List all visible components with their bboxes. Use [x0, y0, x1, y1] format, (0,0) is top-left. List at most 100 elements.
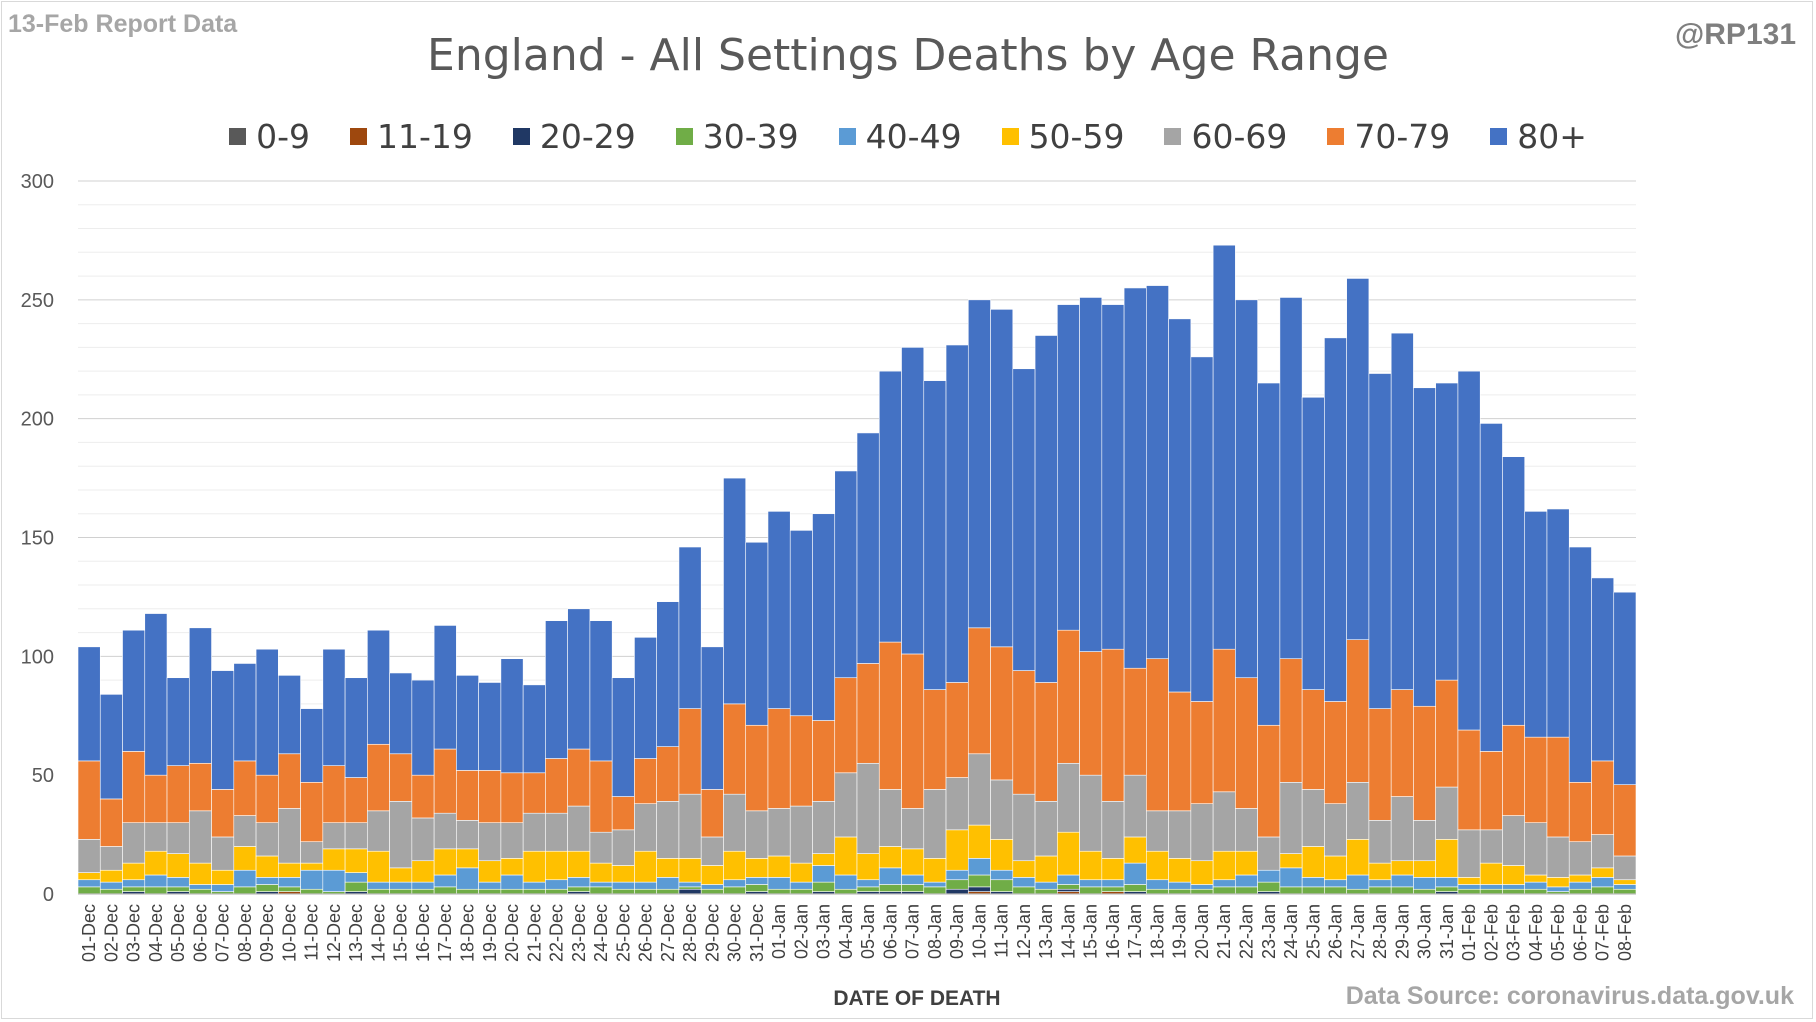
legend-item: 80+ — [1490, 117, 1587, 156]
bar-segment — [1346, 888, 1370, 895]
x-tick-label: 16-Jan — [1103, 904, 1123, 959]
bar-segment — [1368, 373, 1392, 709]
bar-segment — [1012, 368, 1036, 671]
bar-segment — [611, 829, 635, 866]
bar-segment — [567, 850, 591, 878]
y-tick-label: 300 — [21, 171, 54, 193]
x-tick-label: 04-Dec — [146, 904, 166, 962]
bar-segment — [589, 881, 613, 888]
bar-segment — [233, 663, 257, 762]
bar-segment — [322, 822, 346, 850]
bar-segment — [834, 677, 858, 774]
bar-segment — [367, 810, 390, 852]
bar-segment — [611, 677, 635, 797]
x-tick-label: 08-Jan — [925, 904, 945, 959]
legend-swatch — [1001, 127, 1019, 145]
bar-segment — [1502, 888, 1526, 895]
bar-segment — [878, 370, 902, 643]
bar-segment — [1390, 874, 1414, 888]
bar-segment — [166, 886, 190, 892]
x-tick-label: 02-Dec — [101, 904, 121, 962]
bar-segment — [188, 884, 212, 890]
bar-segment — [1546, 877, 1570, 888]
bar-segment — [611, 888, 635, 895]
bar-segment — [144, 613, 168, 776]
bar-segment — [478, 682, 502, 771]
x-tick-label: 05-Feb — [1548, 904, 1568, 961]
x-tick-label: 03-Feb — [1504, 904, 1524, 961]
bar-segment — [901, 347, 925, 655]
legend-item: 70-79 — [1327, 117, 1450, 156]
bar-segment — [1324, 337, 1347, 702]
x-tick-label: 07-Jan — [903, 904, 923, 959]
x-tick-label: 21-Dec — [524, 904, 544, 962]
x-tick-label: 14-Dec — [368, 904, 388, 962]
bar-segment — [1568, 546, 1592, 783]
bar-segment — [1479, 829, 1503, 864]
bar-segment — [1546, 736, 1570, 838]
bar-segment — [500, 658, 524, 774]
bar-segment — [344, 848, 368, 873]
bar-segment — [500, 772, 524, 823]
bar-segment — [1324, 855, 1347, 881]
bar-segment — [344, 822, 368, 850]
bar-segment — [812, 881, 836, 892]
bar-segment — [1057, 831, 1080, 876]
bar-segment — [1190, 356, 1214, 702]
bar-segment — [990, 879, 1014, 892]
bar-segment — [1368, 879, 1392, 888]
bar-segment — [1346, 781, 1370, 840]
bar-segment — [456, 848, 479, 869]
bar-segment — [789, 881, 813, 890]
bar-segment — [1613, 884, 1637, 890]
bar-segment — [1524, 888, 1548, 895]
y-tick-label: 100 — [21, 646, 54, 668]
bar-segment — [545, 888, 568, 895]
bar-segment — [1057, 629, 1080, 764]
x-tick-label: 03-Dec — [124, 904, 144, 962]
chart-legend: 0-9 11-19 20-29 30-39 40-49 50-59 60-69 70-79 80… — [0, 116, 1816, 156]
bar-segment — [99, 881, 123, 890]
bar-segment — [567, 877, 591, 888]
bar-segment — [522, 888, 546, 895]
legend-label: 60-69 — [1191, 116, 1288, 156]
bar-segment — [1057, 888, 1080, 892]
bar-segment — [1479, 423, 1503, 752]
bar-segment — [144, 874, 168, 888]
bar-segment — [700, 789, 724, 838]
bar-segment — [1101, 858, 1125, 881]
bar-segment — [1279, 886, 1303, 895]
legend-label: 50-59 — [1028, 116, 1125, 156]
bar-segment — [634, 803, 657, 852]
x-tick-label: 19-Jan — [1170, 904, 1190, 959]
bar-segment — [1324, 879, 1347, 888]
bar-segment — [967, 886, 991, 892]
bar-segment — [255, 855, 279, 878]
bar-segment — [1168, 888, 1192, 895]
bar-segment — [967, 753, 991, 826]
bar-segment — [1168, 691, 1192, 812]
x-tick-label: 08-Dec — [235, 904, 255, 962]
bar-segment — [1146, 658, 1169, 812]
y-tick-label: 0 — [43, 884, 54, 906]
bar-segment — [1457, 729, 1481, 831]
x-tick-label: 01-Jan — [769, 904, 789, 959]
x-tick-label: 10-Dec — [279, 904, 299, 962]
bar-segment — [1146, 810, 1169, 852]
bar-segment — [967, 874, 991, 888]
bar-segment — [188, 810, 212, 864]
data-source-note: Data Source: coronavirus.data.gov.uk — [1345, 982, 1794, 1010]
bar-segment — [322, 648, 346, 766]
legend-swatch — [350, 127, 367, 145]
bar-segment — [344, 872, 368, 883]
bar-segment — [856, 879, 880, 888]
bar-segment — [1568, 881, 1592, 890]
bar-segment — [634, 888, 657, 895]
bar-segment — [856, 663, 880, 764]
bar-segment — [99, 869, 123, 883]
bar-segment — [367, 629, 390, 745]
bar-segment — [456, 770, 479, 821]
bar-segment — [500, 822, 524, 859]
bar-segment — [1390, 886, 1414, 895]
bar-segment — [1457, 370, 1481, 731]
